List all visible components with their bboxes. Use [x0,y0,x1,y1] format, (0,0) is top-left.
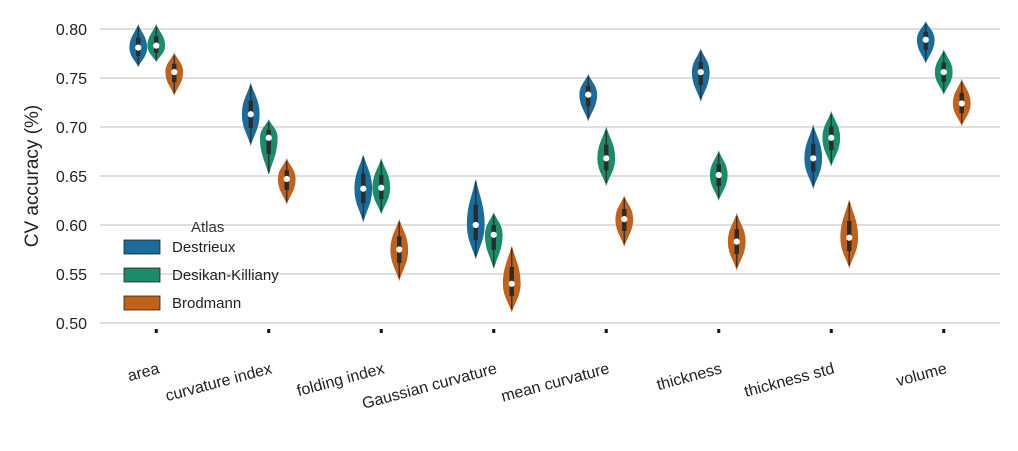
x-tick-label: volume [895,360,949,390]
x-tick-label: mean curvature [500,360,612,405]
median-point [828,134,835,141]
y-tick-label: 0.75 [56,71,87,88]
median-point [153,42,160,49]
y-tick-label: 0.65 [56,169,87,186]
median-point [378,184,385,191]
y-tick-label: 0.55 [56,267,87,284]
legend-swatch [123,239,161,255]
legend-label: Brodmann [172,295,241,312]
median-point [940,69,947,76]
legend: Atlas Destrieux Desikan-Killiany Brodmann [123,219,279,312]
median-point [846,234,853,241]
median-point [396,246,403,253]
y-tick-label: 0.70 [56,120,87,137]
y-axis-label: CV accuracy (%) [22,105,43,248]
x-tick-mark [379,329,383,333]
y-tick-label: 0.80 [56,22,87,39]
x-tick-mark [154,329,158,333]
median-point [958,100,965,107]
median-point [922,36,929,43]
legend-label: Desikan-Killiany [172,267,279,284]
x-axis: area curvature index folding indexGaussian… [126,329,949,413]
legend-swatch [123,267,161,283]
median-point [508,280,515,287]
x-tick-label: curvature index [164,360,274,405]
x-tick-label: area [126,360,161,385]
legend-title: Atlas [191,219,224,236]
x-tick-mark [829,329,833,333]
violin-iqr-box [266,129,271,155]
median-point [171,69,178,76]
median-point [585,91,592,98]
x-tick-label: thickness [655,360,724,394]
y-tick-label: 0.60 [56,218,87,235]
legend-label: Destrieux [172,239,236,256]
x-tick-mark [717,329,721,333]
y-axis: 0.50 0.55 0.60 0.65 0.70 0.75 0.80 [56,22,87,333]
legend-swatch [123,295,161,311]
x-tick-mark [492,329,496,333]
median-point [733,238,740,245]
median-point [283,175,290,183]
x-tick-mark [942,329,946,333]
median-point [135,44,142,51]
median-point [360,185,367,192]
median-point [603,155,610,162]
median-point [697,69,704,76]
median-point [621,216,628,223]
violins [129,21,971,313]
median-point [472,221,479,229]
x-tick-mark [604,329,608,333]
median-point [247,111,254,118]
x-tick-label: thickness std [743,360,837,400]
median-point [810,155,817,162]
median-point [265,134,272,141]
median-point [715,171,722,179]
x-tick-mark [267,329,271,333]
median-point [490,231,497,238]
y-tick-label: 0.50 [56,316,87,333]
